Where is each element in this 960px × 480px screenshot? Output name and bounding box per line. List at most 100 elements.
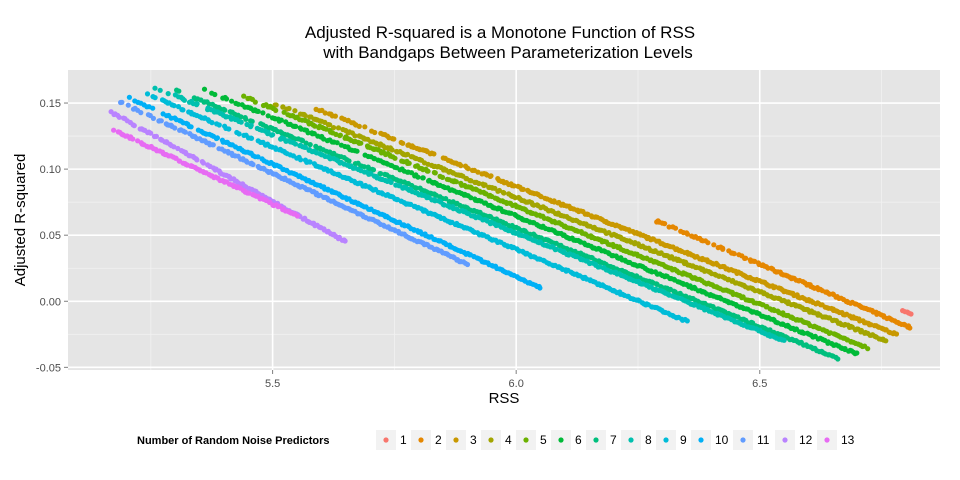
point-series-8 xyxy=(194,101,200,107)
legend-key-dot xyxy=(523,437,529,443)
point-series-5 xyxy=(432,170,438,176)
legend-key-dot xyxy=(418,437,424,443)
point-series-3 xyxy=(520,186,526,192)
point-series-10 xyxy=(150,105,156,111)
legend-title: Number of Random Noise Predictors xyxy=(137,435,330,447)
legend: 1 2 3 4 5 6 7 8 9 10 11 12 13 xyxy=(376,430,855,450)
point-series-3 xyxy=(372,129,378,136)
point-series-6 xyxy=(212,91,218,98)
point-series-3 xyxy=(475,169,481,175)
legend-label: 6 xyxy=(575,433,582,447)
legend-key-dot xyxy=(453,437,459,443)
series-7 xyxy=(174,87,841,362)
point-series-12 xyxy=(171,144,177,150)
point-series-7 xyxy=(238,114,244,120)
legend-item-4: 4 xyxy=(481,430,512,450)
point-series-13 xyxy=(111,127,117,133)
point-series-3 xyxy=(322,110,328,116)
point-series-11 xyxy=(250,161,256,168)
point-series-9 xyxy=(171,103,177,109)
point-series-2 xyxy=(711,242,717,248)
point-series-4 xyxy=(292,108,298,114)
point-series-6 xyxy=(235,101,241,107)
point-series-10 xyxy=(537,285,543,291)
point-series-8 xyxy=(152,85,158,91)
point-series-6 xyxy=(260,110,266,116)
point-series-11 xyxy=(210,142,216,148)
point-series-6 xyxy=(354,148,360,154)
point-series-4 xyxy=(404,151,411,157)
point-series-7 xyxy=(243,116,249,122)
point-series-3 xyxy=(511,183,517,189)
x-axis-title: RSS xyxy=(489,390,520,407)
legend-label: 3 xyxy=(470,433,477,447)
point-series-9 xyxy=(152,95,158,101)
point-series-2 xyxy=(662,221,668,227)
point-series-9 xyxy=(175,104,182,110)
point-series-4 xyxy=(501,190,507,196)
legend-item-13: 13 xyxy=(817,430,855,450)
point-series-6 xyxy=(229,98,235,104)
legend-key-dot xyxy=(488,437,494,443)
point-series-6 xyxy=(854,350,860,356)
point-series-9 xyxy=(209,120,215,126)
point-series-5 xyxy=(865,346,871,352)
point-series-6 xyxy=(305,130,311,136)
point-series-6 xyxy=(265,113,271,119)
point-series-9 xyxy=(226,126,232,132)
legend-item-7: 7 xyxy=(586,430,617,450)
point-series-9 xyxy=(180,107,186,113)
point-series-13 xyxy=(294,213,300,219)
point-series-9 xyxy=(684,318,690,324)
point-series-6 xyxy=(420,175,426,181)
point-series-4 xyxy=(352,133,358,139)
point-series-6 xyxy=(415,174,421,180)
point-series-8 xyxy=(248,122,254,128)
point-series-3 xyxy=(488,173,494,179)
legend-item-3: 3 xyxy=(446,430,477,450)
legend-label: 12 xyxy=(799,433,813,447)
point-series-10 xyxy=(255,154,261,160)
point-series-8 xyxy=(302,144,308,150)
legend-key-dot xyxy=(558,437,564,443)
point-series-8 xyxy=(781,337,787,343)
point-series-7 xyxy=(413,185,419,191)
point-series-5 xyxy=(439,174,446,180)
point-series-9 xyxy=(298,157,304,163)
legend-key-dot xyxy=(824,437,830,443)
legend-label: 13 xyxy=(841,433,855,447)
point-series-5 xyxy=(281,109,287,115)
point-series-10 xyxy=(188,124,194,130)
point-series-13 xyxy=(130,136,136,142)
series-13 xyxy=(111,127,300,219)
point-series-7 xyxy=(443,196,449,202)
point-series-7 xyxy=(176,88,182,94)
series-1 xyxy=(900,308,914,317)
point-series-10 xyxy=(214,135,220,141)
series-9 xyxy=(144,91,690,324)
point-series-4 xyxy=(482,182,488,188)
point-series-5 xyxy=(358,140,364,146)
point-series-11 xyxy=(138,110,144,116)
legend-item-2: 2 xyxy=(411,430,442,450)
point-series-4 xyxy=(476,180,482,187)
x-tick-label: 6.0 xyxy=(509,378,524,390)
series-11 xyxy=(118,99,471,268)
point-series-7 xyxy=(346,158,352,164)
series-6 xyxy=(201,86,860,357)
point-series-5 xyxy=(392,155,398,161)
legend-label: 2 xyxy=(435,433,442,447)
point-series-9 xyxy=(216,122,222,128)
point-series-3 xyxy=(465,166,471,172)
series-2 xyxy=(654,218,913,331)
point-series-6 xyxy=(201,86,208,92)
point-series-6 xyxy=(278,117,284,123)
point-series-8 xyxy=(270,132,276,138)
legend-item-10: 10 xyxy=(691,430,729,450)
point-series-7 xyxy=(222,107,228,113)
legend-label: 9 xyxy=(680,433,687,447)
point-series-4 xyxy=(335,125,342,131)
point-series-3 xyxy=(431,151,437,157)
point-series-9 xyxy=(236,131,242,137)
point-series-13 xyxy=(276,203,282,209)
